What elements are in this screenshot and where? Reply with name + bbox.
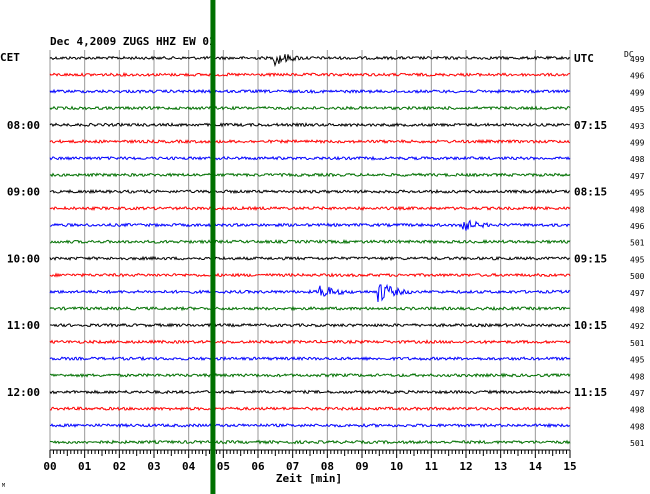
x-tick-label-15: 15 — [563, 460, 576, 473]
dc-value-2: 499 — [630, 88, 645, 97]
trace-row-16 — [49, 322, 571, 328]
x-tick-label-00: 00 — [43, 460, 56, 473]
trace-row-14 — [49, 283, 571, 303]
footer-mark: M — [2, 483, 5, 489]
trace-row-0 — [49, 54, 571, 68]
dc-value-0: 499 — [630, 55, 645, 64]
dc-value-7: 497 — [630, 172, 645, 181]
dc-value-4: 493 — [630, 122, 645, 131]
dc-value-12: 495 — [630, 255, 645, 264]
dc-value-17: 501 — [630, 339, 645, 348]
dc-value-22: 498 — [630, 422, 645, 431]
left-time-labels: 08:00 09:00 10:00 11:00 12:00 — [7, 119, 40, 399]
trace-row-18 — [49, 355, 571, 362]
seismic-traces — [49, 54, 571, 445]
dc-value-16: 492 — [630, 322, 645, 331]
trace-row-13 — [49, 272, 571, 278]
x-tick-label-05: 05 — [217, 460, 230, 473]
trace-row-1 — [49, 71, 570, 78]
right-time-label-4: 10:15 — [574, 319, 607, 332]
trace-row-22 — [49, 422, 571, 429]
trace-row-4 — [49, 122, 571, 128]
right-time-label-0: UTC — [574, 52, 594, 65]
right-time-label-5: 11:15 — [574, 386, 607, 399]
right-time-label-1: 07:15 — [574, 119, 607, 132]
trace-row-6 — [49, 155, 571, 161]
x-tick-label-14: 14 — [529, 460, 543, 473]
dc-value-19: 498 — [630, 372, 645, 381]
trace-row-8 — [49, 188, 571, 195]
trace-row-5 — [49, 138, 571, 145]
trace-row-17 — [49, 339, 571, 345]
trace-row-11 — [49, 239, 571, 245]
x-tick-label-11: 11 — [425, 460, 439, 473]
x-tick-label-12: 12 — [459, 460, 472, 473]
trace-row-23 — [49, 439, 571, 445]
dc-value-23: 501 — [630, 439, 645, 448]
left-time-label-1: 09:00 — [7, 186, 40, 199]
left-time-label-2: 10:00 — [7, 252, 40, 265]
x-tick-label-13: 13 — [494, 460, 507, 473]
x-axis-label: Zeit [min] — [276, 472, 342, 485]
dc-value-1: 496 — [630, 72, 645, 81]
vertical-marker — [210, 0, 216, 494]
dc-value-20: 497 — [630, 389, 645, 398]
right-time-label-2: 08:15 — [574, 186, 607, 199]
x-tick-label-04: 04 — [182, 460, 196, 473]
dc-value-5: 499 — [630, 139, 645, 148]
dc-value-11: 501 — [630, 239, 645, 248]
right-time-label-3: 09:15 — [574, 252, 607, 265]
dc-value-6: 498 — [630, 155, 645, 164]
dc-value-21: 498 — [630, 406, 645, 415]
dc-value-3: 495 — [630, 105, 645, 114]
vertical-marker-bar — [210, 0, 216, 494]
trace-row-3 — [49, 105, 571, 111]
trace-row-12 — [49, 255, 571, 262]
right-time-labels: UTC 07:15 08:15 09:15 10:15 11:15 — [574, 52, 607, 399]
x-tick-label-10: 10 — [390, 460, 403, 473]
dc-value-18: 495 — [630, 356, 645, 365]
x-tick-label-06: 06 — [251, 460, 265, 473]
left-time-label-4: 12:00 — [7, 386, 40, 399]
trace-row-9 — [49, 205, 571, 212]
trace-row-21 — [49, 406, 571, 412]
dc-value-14: 497 — [630, 289, 645, 298]
x-tick-label-01: 01 — [78, 460, 92, 473]
dc-value-15: 498 — [630, 306, 645, 315]
left-timezone-label: CET — [0, 51, 20, 64]
trace-row-2 — [49, 88, 571, 95]
chart-title: Dec 4,2009 ZUGS HHZ EW 01 — [50, 35, 216, 48]
x-axis: 00 01 02 03 04 05 06 07 08 09 10 11 12 13 14 15 — [43, 449, 577, 473]
dc-values: 499 496 499 495 493 499 498 497 495 498 496 501 495 5… — [630, 55, 645, 448]
x-tick-label-08: 08 — [321, 460, 334, 473]
trace-row-20 — [49, 389, 571, 395]
x-tick-label-09: 09 — [355, 460, 368, 473]
dc-header: DC — [624, 50, 634, 59]
dc-value-8: 495 — [630, 189, 645, 198]
x-tick-label-07: 07 — [286, 460, 299, 473]
left-time-label-3: 11:00 — [7, 319, 40, 332]
dc-value-9: 498 — [630, 205, 645, 214]
x-tick-label-02: 02 — [113, 460, 126, 473]
trace-row-7 — [49, 172, 571, 178]
left-time-label-0: 08:00 — [7, 119, 40, 132]
trace-row-10 — [50, 219, 571, 231]
dc-value-13: 500 — [630, 272, 645, 281]
grid-lines — [49, 50, 571, 450]
dc-value-10: 496 — [630, 222, 645, 231]
trace-row-15 — [49, 305, 571, 312]
x-tick-label-03: 03 — [147, 460, 160, 473]
trace-row-19 — [49, 372, 571, 379]
